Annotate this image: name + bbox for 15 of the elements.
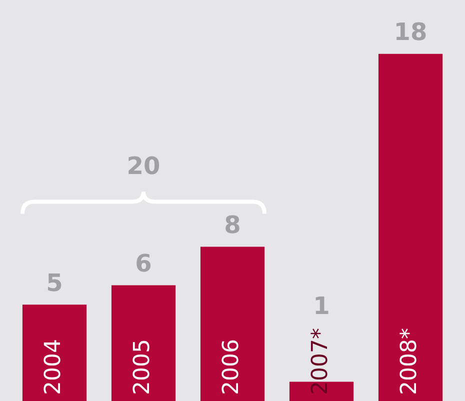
data-label: 1 bbox=[313, 292, 330, 320]
x-tick-label: 2004 bbox=[41, 339, 66, 395]
x-tick-label: 2007* bbox=[308, 328, 334, 395]
data-label: 6 bbox=[135, 250, 152, 278]
bar bbox=[22, 304, 87, 401]
data-label: 18 bbox=[394, 18, 428, 46]
x-tick-label: 2005 bbox=[130, 339, 156, 395]
data-label: 5 bbox=[46, 268, 63, 297]
annotation: 20 bbox=[126, 152, 162, 180]
data-label: 8 bbox=[224, 210, 241, 239]
x-tick-label: 2008* bbox=[397, 328, 422, 395]
x-tick-label: 2006 bbox=[219, 339, 244, 395]
bar bbox=[378, 54, 443, 401]
bar bbox=[200, 246, 265, 401]
bar bbox=[111, 285, 176, 401]
